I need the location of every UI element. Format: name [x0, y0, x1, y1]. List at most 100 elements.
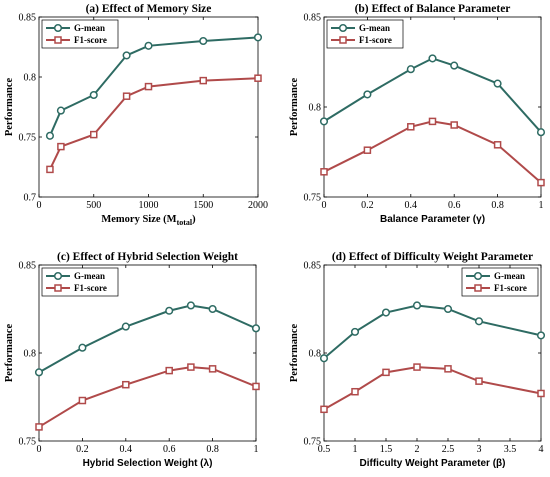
data-point-f1-score [537, 178, 545, 187]
y-tick-label: 0.75 [304, 193, 322, 204]
data-point-f1-score [57, 142, 65, 151]
data-point-g-mean [350, 327, 360, 336]
data-point-f1-score [407, 123, 415, 131]
legend-marker-square [54, 36, 62, 44]
chart-panel-2: (b) Effect of Balance Parameter 0 0.2 0.4 0.… [289, 3, 546, 225]
series-line-f1-score [38, 366, 257, 428]
data-point-f1-score [363, 146, 372, 154]
series-line-f1-score [323, 120, 542, 184]
series-line-f1-score [49, 77, 259, 170]
x-tick-label: 0.8 [206, 444, 219, 455]
legend: G-mean F1-score [41, 267, 119, 297]
data-point-f1-score [46, 165, 54, 174]
y-axis-label: Performance [4, 78, 15, 137]
data-point-f1-score [254, 74, 262, 82]
x-tick-label: 1000 [139, 200, 159, 211]
x-tick-label: 1.5 [380, 444, 393, 455]
data-point-g-mean [199, 36, 208, 46]
x-tick-label: 0.4 [120, 444, 133, 455]
data-point-g-mean [474, 317, 484, 326]
data-point-f1-score [122, 380, 130, 389]
x-tick-label: 2 [415, 444, 420, 455]
chart-panel-1: (a) Effect of Memory Size 0 500 1000 1500 200… [4, 3, 268, 227]
y-tick-label: 0.8 [309, 103, 322, 114]
x-tick-label: 0.4 [405, 200, 418, 211]
data-point-f1-score [165, 366, 173, 375]
y-tick-label: 0.85 [304, 13, 322, 24]
legend-marker-square [54, 284, 62, 292]
legend-entry-label: G-mean [74, 23, 105, 33]
legend-marker-circle [473, 271, 483, 281]
legend-marker-circle [338, 23, 348, 33]
data-point-g-mean [56, 106, 65, 115]
data-point-f1-score [252, 382, 260, 391]
data-point-f1-score [187, 363, 195, 371]
x-tick-label: 0.6 [163, 444, 176, 455]
data-point-f1-score [444, 365, 452, 373]
data-point-g-mean [34, 368, 44, 377]
legend-marker-square [339, 36, 347, 44]
legend-entry-label: F1-score [359, 35, 392, 45]
x-axis-label: Memory Size (Mtotal) [101, 214, 196, 227]
data-point-f1-score [208, 365, 217, 373]
x-tick-label: 1500 [193, 200, 213, 211]
x-tick-label: 0.2 [361, 200, 374, 211]
y-tick-label: 0.7 [24, 193, 37, 204]
y-axis-label: Performance [289, 78, 300, 137]
x-axis-label-close: ) [192, 214, 196, 225]
x-axis-label-main: Memory Size (M [101, 214, 176, 225]
legend: G-mean F1-score [461, 267, 539, 297]
data-point-f1-score [493, 141, 502, 149]
x-tick-label: 0 [322, 200, 327, 211]
data-point-g-mean [412, 301, 422, 310]
data-point-g-mean [319, 354, 329, 363]
data-point-f1-score [78, 396, 87, 405]
data-point-f1-score [413, 363, 421, 371]
data-point-f1-score [351, 387, 359, 396]
y-tick-label: 0.85 [19, 13, 37, 24]
data-point-g-mean [253, 33, 263, 42]
data-point-f1-score [382, 368, 390, 377]
data-point-f1-score [320, 168, 328, 176]
data-point-f1-score [122, 92, 131, 100]
legend-marker-circle [53, 271, 63, 281]
x-tick-label: 0 [37, 444, 42, 455]
legend-entry-label: G-mean [74, 271, 105, 281]
x-tick-label: 3.5 [504, 444, 517, 455]
data-point-g-mean [319, 117, 329, 126]
x-tick-label: 1 [353, 444, 358, 455]
x-tick-label: 2.5 [442, 444, 455, 455]
y-tick-label: 0.75 [304, 437, 322, 448]
data-point-f1-score [475, 377, 483, 385]
x-tick-label: 3 [477, 444, 482, 455]
y-tick-label: 0.8 [24, 349, 37, 360]
series-line-g-mean [38, 304, 257, 374]
data-point-f1-score [450, 121, 458, 129]
data-point-g-mean [45, 131, 55, 140]
data-point-f1-score [35, 423, 43, 431]
y-axis-label: Performance [289, 324, 300, 383]
chart-panel-4: (d) Effect of Difficulty Weight Paramete… [289, 251, 546, 469]
y-tick-label: 0.75 [19, 133, 37, 144]
data-point-f1-score [90, 130, 98, 139]
x-tick-label: 0.6 [448, 200, 461, 211]
data-point-g-mean [381, 308, 391, 317]
data-point-g-mean [186, 301, 195, 310]
legend-entry-label: F1-score [494, 283, 527, 293]
legend-entry-label: F1-score [74, 283, 107, 293]
data-point-g-mean [493, 79, 502, 88]
legend-marker-square [474, 284, 482, 292]
x-axis-label-subscript: total [177, 218, 193, 227]
legend-entry-label: G-mean [359, 23, 390, 33]
data-point-f1-score [199, 76, 207, 85]
y-tick-label: 0.75 [19, 437, 37, 448]
data-point-f1-score [428, 117, 437, 126]
data-point-f1-score [537, 389, 545, 398]
y-tick-label: 0.85 [304, 261, 322, 272]
data-point-g-mean [443, 304, 453, 314]
x-tick-label: 2000 [248, 200, 268, 211]
data-point-g-mean [89, 90, 98, 100]
legend-entry-label: G-mean [494, 271, 525, 281]
